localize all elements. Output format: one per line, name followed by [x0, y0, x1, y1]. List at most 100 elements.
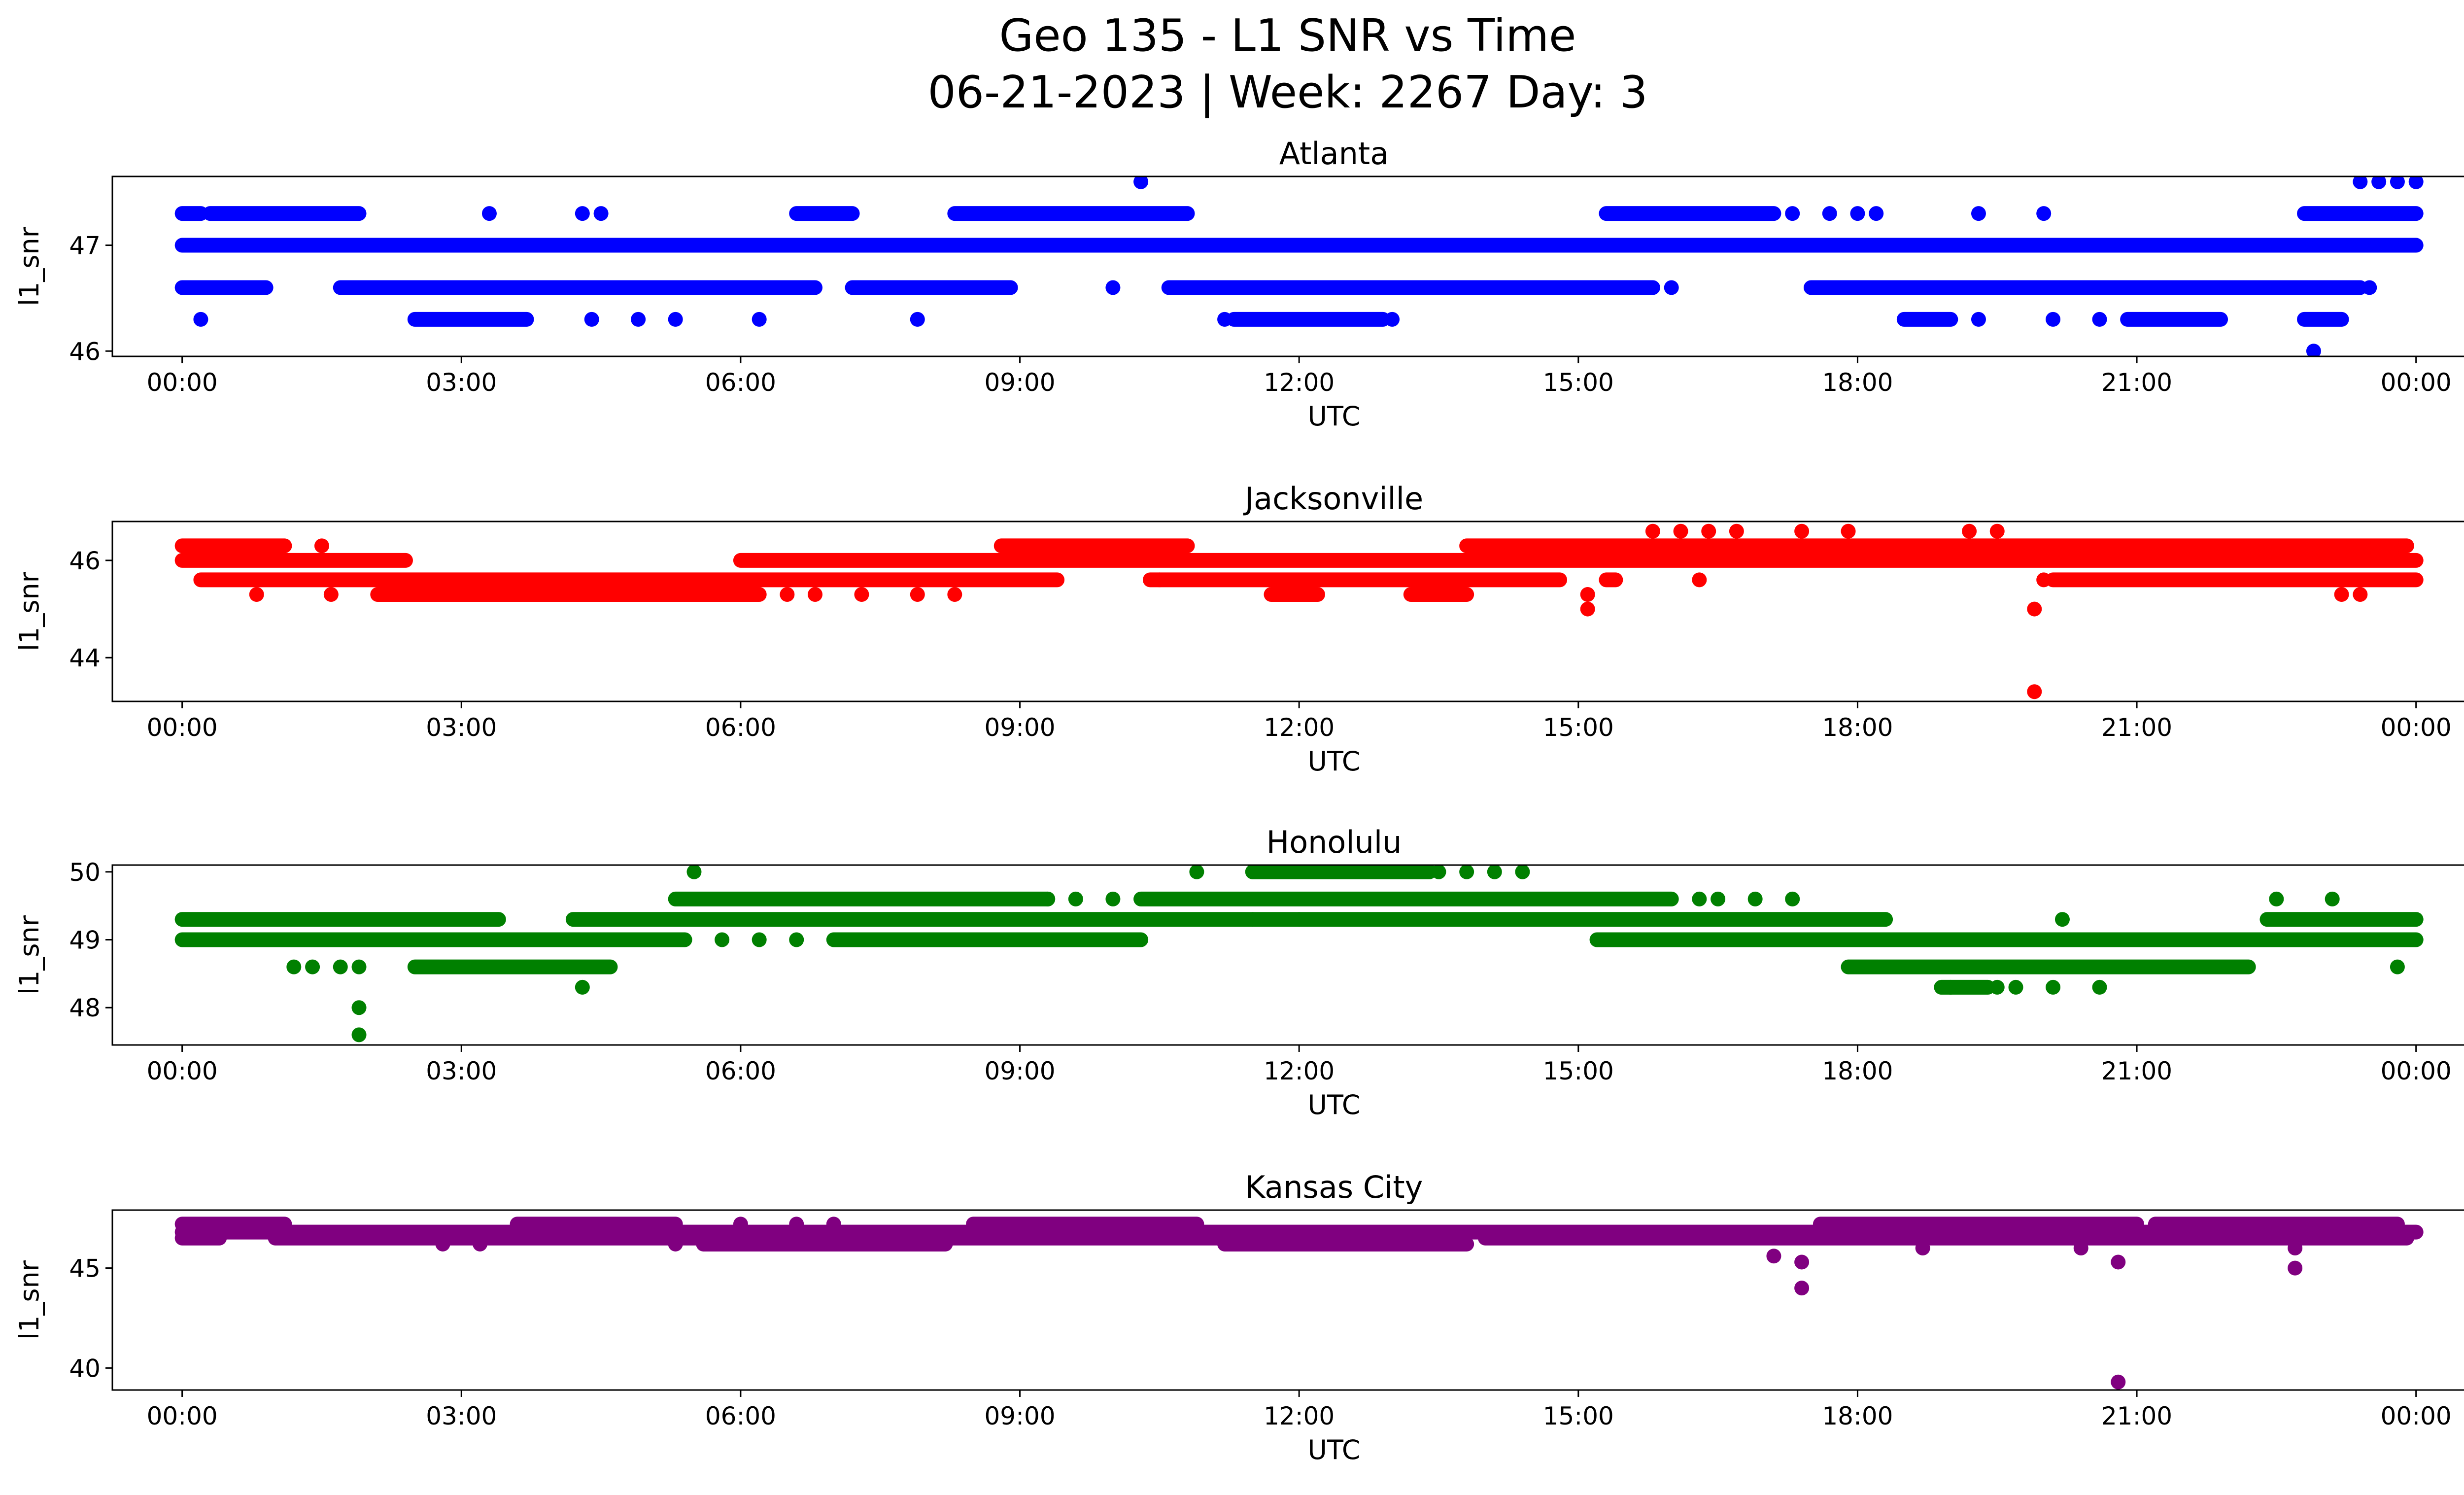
data-point-honolulu-27: [1989, 979, 2005, 995]
data-point-jacksonville-9: [1580, 587, 1595, 602]
x-tick-label-kansas-city-7: 21:00: [2101, 1402, 2172, 1430]
series-band-kansas-city-1-4: [2148, 1217, 2405, 1232]
x-tick-label-jacksonville-2: 06:00: [705, 713, 776, 742]
figure-title-line-2: 06-21-2023 | Week: 2267 Day: 3: [927, 67, 1647, 118]
series-band-honolulu-5-0: [1934, 979, 1995, 995]
x-tick-label-honolulu-5: 15:00: [1543, 1057, 1614, 1085]
y-tick-label-honolulu-1: 49: [69, 926, 101, 955]
panel-atlanta: Atlanta 00:00 03:00 06:00 09:00 12:00 15:00 18:…: [14, 136, 2464, 432]
x-tick-label-honolulu-1: 03:00: [426, 1057, 497, 1085]
y-axis-label-atlanta: l1_snr: [14, 226, 45, 306]
series-band-honolulu-4-0: [1245, 865, 1437, 879]
data-point-honolulu-24: [1747, 891, 1763, 906]
data-point-jacksonville-5: [854, 587, 869, 602]
series-band-atlanta-2-2: [789, 206, 860, 221]
series-band-kansas-city-2-2: [1477, 1230, 2414, 1246]
data-point-kansas-city-11: [2111, 1254, 2126, 1270]
data-point-honolulu-1: [305, 959, 320, 974]
data-point-jacksonville-8: [1152, 572, 1167, 588]
panel-title-atlanta: Atlanta: [1279, 136, 1389, 172]
data-point-honolulu-2: [333, 959, 348, 974]
data-point-honolulu-12: [1040, 891, 1056, 906]
data-point-jacksonville-7: [947, 587, 962, 602]
series-band-atlanta-3-0: [407, 312, 534, 327]
x-tick-label-jacksonville-1: 03:00: [426, 713, 497, 742]
data-point-atlanta-23: [2362, 280, 2377, 295]
data-point-jacksonville-21: [2027, 684, 2042, 699]
x-tick-label-atlanta-1: 03:00: [426, 368, 497, 397]
data-point-jacksonville-10: [1580, 601, 1595, 617]
data-point-kansas-city-3: [435, 1236, 450, 1252]
data-point-atlanta-2: [575, 206, 590, 221]
data-point-atlanta-14: [1785, 206, 1800, 221]
series-band-atlanta-0-0: [174, 238, 2424, 253]
series-band-honolulu-0-0: [174, 912, 506, 927]
x-tick-label-atlanta-3: 09:00: [984, 368, 1055, 397]
data-point-kansas-city-4: [473, 1236, 488, 1252]
data-point-atlanta-20: [2036, 206, 2052, 221]
data-point-jacksonville-24: [2353, 587, 2368, 602]
x-tick-label-jacksonville-5: 15:00: [1543, 713, 1614, 742]
data-point-honolulu-14: [1105, 891, 1121, 906]
series-band-atlanta-3-1: [1226, 312, 1391, 327]
series-band-atlanta-3-4: [2297, 312, 2349, 327]
data-point-jacksonville-2: [323, 587, 339, 602]
data-point-honolulu-25: [1785, 891, 1800, 906]
data-points-kansas-city: [174, 1217, 2424, 1390]
data-point-atlanta-24: [2306, 344, 2321, 356]
data-point-atlanta-9: [1105, 280, 1121, 295]
x-tick-label-atlanta-8: 00:00: [2381, 368, 2452, 397]
series-band-atlanta-2-5: [2297, 206, 2424, 221]
data-point-jacksonville-13: [1673, 523, 1688, 539]
data-point-jacksonville-6: [910, 587, 925, 602]
data-points-atlanta: [174, 176, 2424, 356]
data-point-kansas-city-10: [2073, 1241, 2088, 1256]
data-point-kansas-city-9: [1915, 1241, 1930, 1256]
series-band-atlanta-1-4: [1803, 280, 2368, 295]
series-band-kansas-city-2-0: [174, 1230, 227, 1246]
data-point-jacksonville-16: [1794, 523, 1810, 539]
series-band-honolulu-0-1: [565, 912, 1893, 927]
y-axis-label-honolulu: l1_snr: [14, 915, 45, 995]
series-band-atlanta-1-1: [333, 280, 823, 295]
x-tick-label-honolulu-8: 00:00: [2381, 1057, 2452, 1085]
series-band-honolulu-1-0: [174, 932, 692, 947]
y-axis-label-jacksonville: l1_snr: [14, 571, 45, 651]
data-point-honolulu-21: [1515, 865, 1530, 879]
x-tick-label-kansas-city-3: 09:00: [984, 1402, 1055, 1430]
data-point-honolulu-0: [286, 959, 302, 974]
data-point-atlanta-19: [1971, 312, 1986, 327]
series-band-jacksonville-3-0: [370, 587, 767, 602]
x-tick-label-honolulu-7: 21:00: [2101, 1057, 2172, 1085]
x-tick-label-kansas-city-1: 03:00: [426, 1402, 497, 1430]
series-band-atlanta-2-3: [947, 206, 1195, 221]
data-point-atlanta-21: [2046, 312, 2061, 327]
series-band-jacksonville-3-1: [1264, 587, 1325, 602]
data-points-honolulu: [174, 865, 2424, 1043]
data-point-atlanta-26: [2371, 176, 2387, 189]
series-band-kansas-city-3-0: [696, 1236, 953, 1252]
data-point-jacksonville-18: [1962, 523, 1977, 539]
x-tick-label-jacksonville-7: 21:00: [2101, 713, 2172, 742]
series-band-jacksonville-1-0: [193, 572, 1065, 588]
series-band-honolulu-3-0: [407, 959, 618, 974]
data-point-honolulu-30: [2092, 979, 2107, 995]
y-tick-label-kansas-city-0: 40: [69, 1354, 101, 1383]
data-point-honolulu-15: [1189, 865, 1204, 879]
series-band-kansas-city-1-3: [1813, 1217, 2145, 1232]
data-point-jacksonville-4: [808, 587, 823, 602]
data-point-honolulu-4: [351, 1000, 367, 1015]
series-band-honolulu-1-2: [1589, 932, 2424, 947]
data-point-jacksonville-22: [2036, 572, 2052, 588]
y-tick-label-jacksonville-1: 46: [69, 547, 101, 575]
data-point-honolulu-10: [789, 932, 804, 947]
panel-title-kansas-city: Kansas City: [1245, 1169, 1423, 1205]
panel-title-honolulu: Honolulu: [1266, 824, 1402, 860]
data-point-kansas-city-7: [1794, 1254, 1810, 1270]
data-point-honolulu-28: [2008, 979, 2023, 995]
data-point-jacksonville-17: [1841, 523, 1856, 539]
series-band-jacksonville-2-1: [993, 538, 1195, 554]
data-point-kansas-city-2: [826, 1217, 841, 1232]
